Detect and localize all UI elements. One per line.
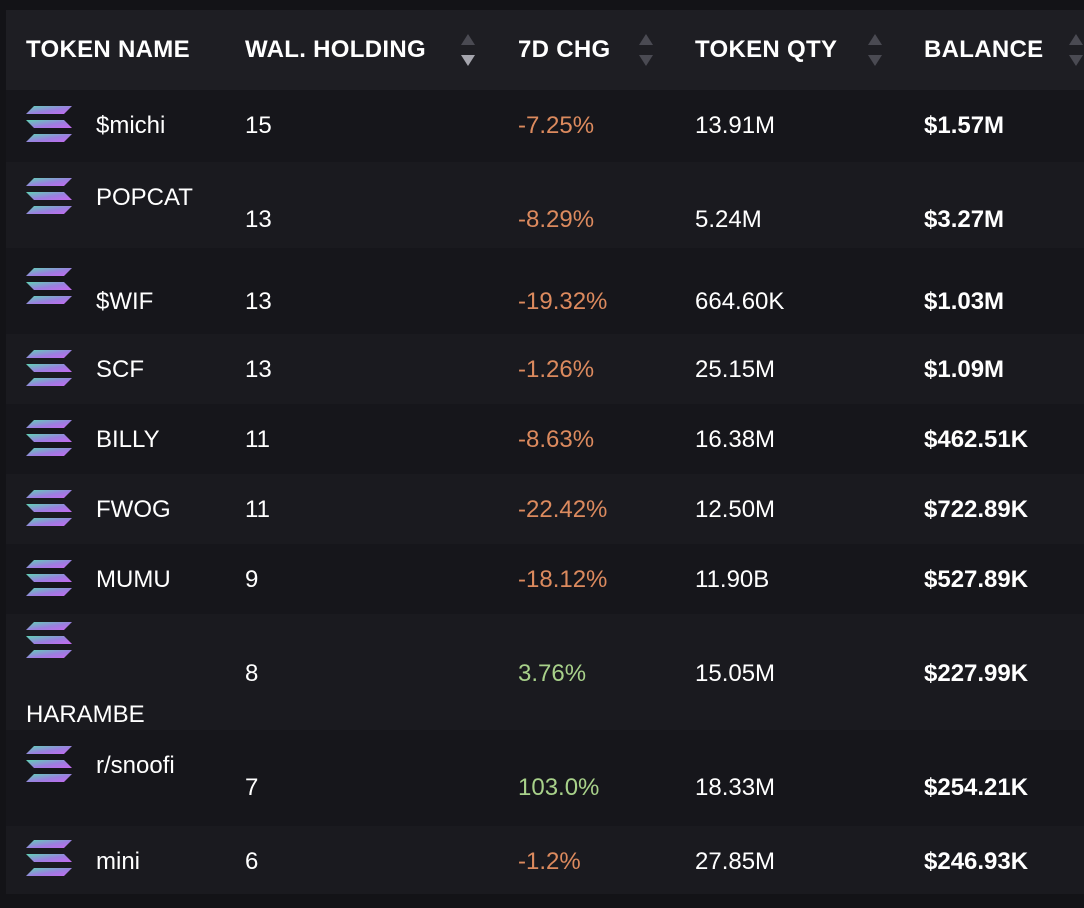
column-header-token-qty[interactable]: TOKEN QTY (695, 10, 837, 90)
wallet-holding-value: 13 (245, 206, 272, 233)
change-7d-value: 3.76% (518, 660, 587, 687)
solana-logo-icon (26, 490, 72, 526)
wallet-holding-value: 11 (245, 496, 270, 523)
column-header-wallet-holding-label: WAL. HOLDING (245, 36, 426, 63)
change-7d-value: 103.0% (518, 774, 600, 801)
wallet-holding-value: 13 (245, 356, 272, 383)
wallet-holding-value: 9 (245, 566, 259, 593)
solana-logo-icon (26, 268, 72, 304)
balance-value: $527.89K (924, 566, 1029, 593)
change-7d-value: -1.26% (518, 356, 595, 383)
balance-value: $1.09M (924, 356, 1005, 383)
token-name[interactable]: $michi (96, 112, 166, 139)
sort-icon-balance[interactable] (1069, 34, 1083, 70)
table-row[interactable]: HARAMBE 8 3.76% 15.05M $227.99K (6, 614, 1084, 730)
wallet-holding-value: 8 (245, 660, 259, 687)
token-name[interactable]: FWOG (96, 496, 171, 523)
balance-value: $246.93K (924, 848, 1029, 875)
change-7d-value: -7.25% (518, 112, 595, 139)
solana-logo-icon (26, 622, 72, 658)
table-row[interactable]: MUMU 9 -18.12% 11.90B $527.89K (6, 544, 1084, 614)
table-row[interactable]: $WIF 13 -19.32% 664.60K $1.03M (6, 248, 1084, 334)
column-header-token-name-label: TOKEN NAME (26, 36, 190, 63)
sort-icon-token-qty[interactable] (868, 34, 882, 70)
sort-icon-wallet-holding[interactable] (461, 34, 475, 70)
table-row[interactable]: FWOG 11 -22.42% 12.50M $722.89K (6, 474, 1084, 544)
change-7d-value: -8.29% (518, 206, 595, 233)
token-name[interactable]: HARAMBE (26, 701, 145, 728)
column-header-balance[interactable]: BALANCE (924, 10, 1043, 90)
solana-logo-icon (26, 746, 72, 782)
solana-logo-icon (26, 560, 72, 596)
change-7d-value: -1.2% (518, 848, 581, 875)
change-7d-value: -8.63% (518, 426, 595, 453)
token-qty-value: 664.60K (695, 288, 785, 315)
token-name[interactable]: r/snoofi (96, 752, 175, 779)
token-name[interactable]: BILLY (96, 426, 160, 453)
change-7d-value: -19.32% (518, 288, 608, 315)
column-header-wallet-holding[interactable]: WAL. HOLDING (245, 10, 426, 90)
balance-value: $3.27M (924, 206, 1005, 233)
token-qty-value: 12.50M (695, 496, 776, 523)
token-qty-value: 11.90B (695, 566, 770, 593)
table-row[interactable]: POPCAT 13 -8.29% 5.24M $3.27M (6, 162, 1084, 248)
table-header: TOKEN NAME WAL. HOLDING 7D CHG TOKEN QTY… (6, 10, 1084, 90)
table-row[interactable]: r/snoofi 7 103.0% 18.33M $254.21K (6, 730, 1084, 826)
balance-value: $462.51K (924, 426, 1029, 453)
wallet-holding-value: 11 (245, 426, 270, 453)
change-7d-value: -22.42% (518, 496, 608, 523)
token-qty-value: 25.15M (695, 356, 776, 383)
column-header-balance-label: BALANCE (924, 36, 1044, 63)
solana-logo-icon (26, 178, 72, 214)
wallet-holding-value: 6 (245, 848, 259, 875)
table-row[interactable]: mini 6 -1.2% 27.85M $246.93K (6, 826, 1084, 894)
solana-logo-icon (26, 420, 72, 456)
token-qty-value: 18.33M (695, 774, 776, 801)
token-name[interactable]: mini (96, 848, 141, 875)
table-row[interactable]: BILLY 11 -8.63% 16.38M $462.51K (6, 404, 1084, 474)
token-qty-value: 27.85M (695, 848, 776, 875)
balance-value: $722.89K (924, 496, 1029, 523)
column-header-7d-change-label: 7D CHG (518, 36, 611, 63)
wallet-holding-value: 7 (245, 774, 259, 801)
wallet-holding-value: 15 (245, 112, 272, 139)
balance-value: $227.99K (924, 660, 1029, 687)
solana-logo-icon (26, 106, 72, 142)
column-header-7d-change[interactable]: 7D CHG (518, 10, 610, 90)
token-qty-value: 13.91M (695, 112, 776, 139)
sort-icon-7d-change[interactable] (639, 34, 653, 70)
table-row[interactable]: $michi 15 -7.25% 13.91M $1.57M (6, 90, 1084, 162)
token-name[interactable]: $WIF (96, 288, 154, 315)
change-7d-value: -18.12% (518, 566, 608, 593)
token-name[interactable]: POPCAT (96, 184, 193, 211)
solana-logo-icon (26, 350, 72, 386)
table-row[interactable]: SCF 13 -1.26% 25.15M $1.09M (6, 334, 1084, 404)
token-name[interactable]: SCF (96, 356, 144, 383)
token-qty-value: 16.38M (695, 426, 776, 453)
balance-value: $254.21K (924, 774, 1029, 801)
column-header-token-name[interactable]: TOKEN NAME (26, 10, 190, 90)
token-name[interactable]: MUMU (96, 566, 171, 593)
token-qty-value: 15.05M (695, 660, 776, 687)
wallet-holding-value: 13 (245, 288, 272, 315)
token-qty-value: 5.24M (695, 206, 762, 233)
token-holdings-table: TOKEN NAME WAL. HOLDING 7D CHG TOKEN QTY… (6, 10, 1084, 894)
column-header-token-qty-label: TOKEN QTY (695, 36, 838, 63)
balance-value: $1.57M (924, 112, 1005, 139)
balance-value: $1.03M (924, 288, 1005, 315)
solana-logo-icon (26, 840, 72, 876)
